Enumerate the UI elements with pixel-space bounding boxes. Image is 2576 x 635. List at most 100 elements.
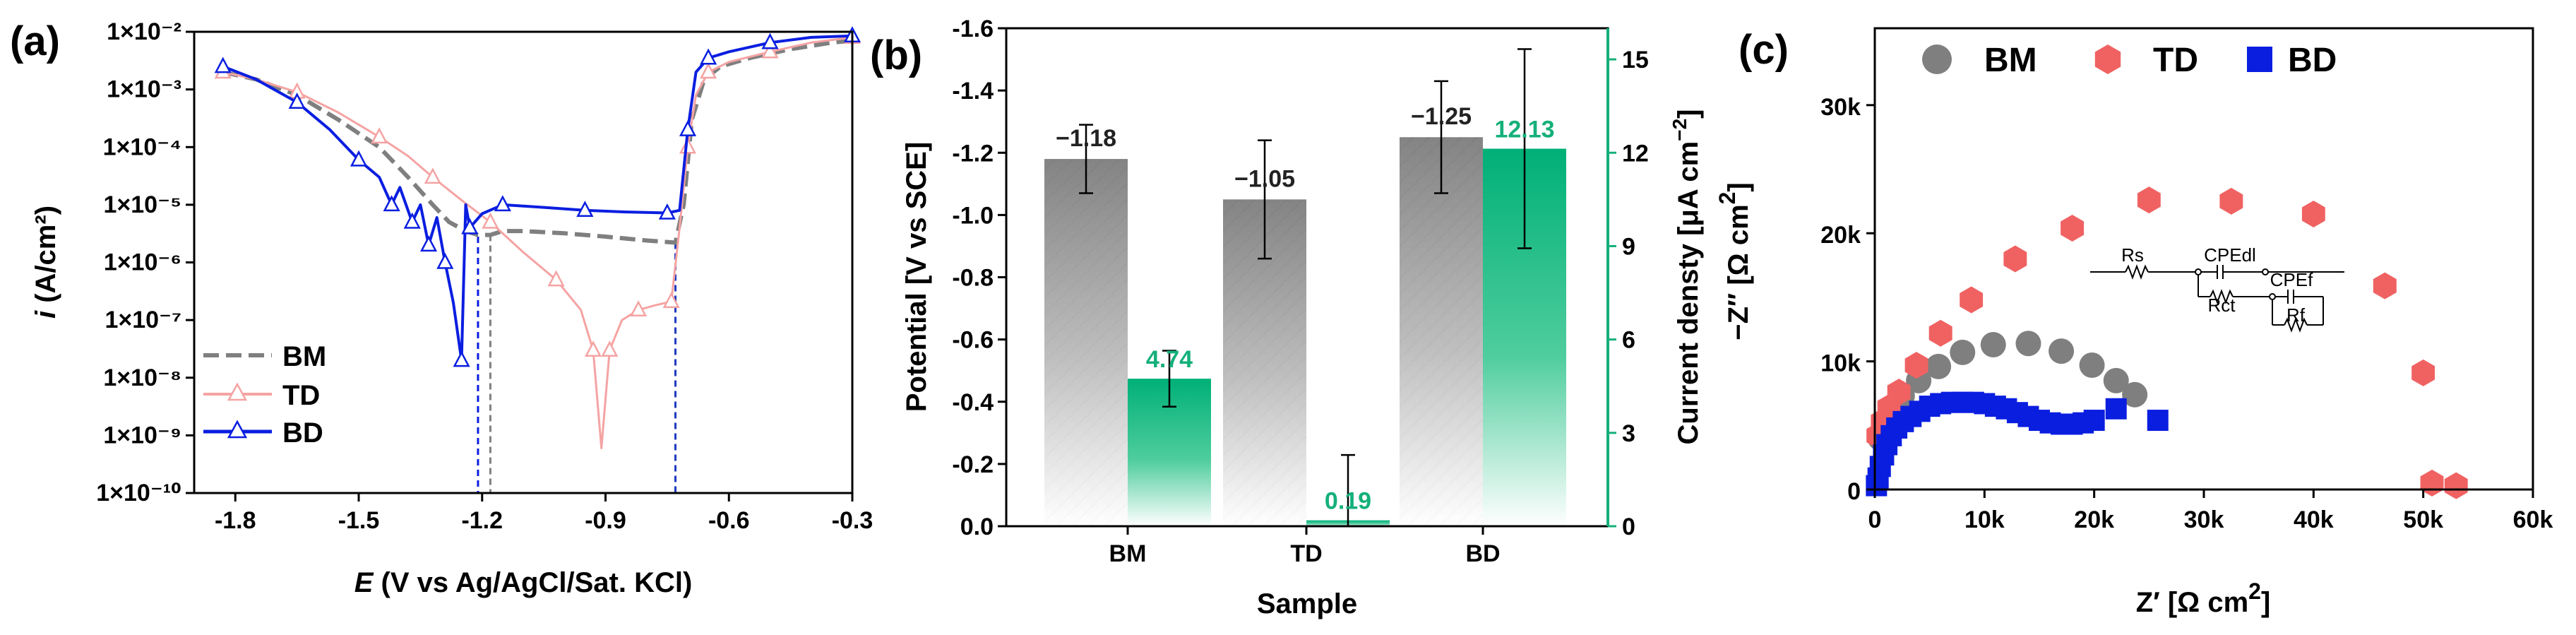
- value-label-potential-td: −1.05: [1234, 165, 1295, 192]
- panel-c-x-axis-label: Z′ [Ω cm2]: [2136, 578, 2271, 618]
- right-tick-label: 12: [1622, 140, 1649, 167]
- legend-bd-label-c: BD: [2288, 42, 2337, 79]
- left-tick-label: -0.6: [952, 327, 994, 354]
- data-point-bm: [1950, 339, 1976, 365]
- y-tick-label: 1×10⁻⁹: [103, 422, 181, 449]
- panel-c-label: (c): [1739, 27, 1789, 73]
- y-tick-label: 30k: [1820, 94, 1861, 121]
- panel-b-bars: −1.18 4.74 −1.05 0.19 −1.25 12.13: [1044, 48, 1566, 527]
- series-line-td: [222, 36, 853, 449]
- left-tick-label: -1.6: [952, 16, 994, 42]
- x-tick-label: BM: [1109, 540, 1147, 567]
- data-point-td: [2373, 272, 2397, 299]
- y-tick-label: 1×10⁻¹⁰: [96, 480, 181, 506]
- data-point-bd: [288, 93, 306, 109]
- y-tick-label: 1×10⁻⁴: [103, 133, 181, 160]
- x-tick-label: -1.2: [461, 507, 503, 534]
- data-point-bd: [761, 32, 779, 49]
- x-tick-label: 0: [1868, 506, 1882, 533]
- data-point-bm: [1926, 353, 1952, 379]
- y-tick-label: 1×10⁻²: [107, 18, 181, 45]
- left-tick-label: -1.4: [952, 78, 994, 105]
- panel-c-nyquist: (c) 0 10k 20k 30k 40k 50k 60k 0 10k 20k 30k BM TD …: [1715, 27, 2553, 618]
- x-tick-label: -1.5: [338, 507, 380, 534]
- data-point-bd: [679, 119, 697, 136]
- x-tick-label: 20k: [2074, 506, 2114, 533]
- legend-td-label-c: TD: [2153, 42, 2198, 79]
- data-point-bd: [403, 212, 421, 229]
- data-point-bd: [2083, 410, 2105, 432]
- left-tick-label: 0.0: [960, 514, 994, 540]
- data-point-bd: [576, 201, 594, 218]
- panel-c-axes: 0 10k 20k 30k 40k 50k 60k 0 10k 20k 30k: [1820, 94, 2553, 533]
- data-point-bd: [214, 57, 232, 73]
- data-point-bd: [419, 235, 438, 252]
- data-point-bd: [658, 203, 676, 220]
- panel-a-legend: BM TD BD: [203, 341, 326, 449]
- panel-b-x-axis-label: Sample: [1257, 588, 1357, 619]
- legend-bd-marker-c: [2247, 47, 2272, 72]
- panel-a-y-axis-label: i (A/cm²): [30, 206, 61, 319]
- x-tick-label: 10k: [1964, 506, 2005, 533]
- panel-b-right-axis-label: Current densty [μA cm−2]: [1669, 109, 1704, 445]
- equivalent-circuit-inset: [2090, 264, 2344, 333]
- value-label-current-td: 0.19: [1325, 488, 1371, 515]
- data-point-bd: [2147, 410, 2169, 432]
- data-point-bm: [2122, 381, 2148, 408]
- data-point-td: [1960, 286, 1984, 314]
- data-point-bm: [2103, 367, 2129, 393]
- x-tick-label: -1.8: [215, 507, 256, 534]
- right-tick-label: 9: [1622, 233, 1635, 260]
- left-tick-label: -0.2: [952, 451, 994, 478]
- panel-a-label: (a): [10, 18, 60, 64]
- y-tick-label: 1×10⁻⁶: [104, 249, 181, 276]
- left-tick-label: -1.0: [952, 202, 994, 229]
- legend-bm-label: BM: [282, 341, 326, 372]
- legend-bm-marker-c: [1922, 44, 1952, 74]
- data-point-bm: [1980, 332, 2006, 358]
- x-tick-label: -0.3: [832, 507, 873, 534]
- x-tick-label: 50k: [2403, 506, 2443, 533]
- panel-c-legend: BM TD BD: [1922, 42, 2337, 79]
- panel-b-axes: 0.0 -0.2 -0.4 -0.6 -0.8 -1.0 -1.2 -1.4 -1.6 0 3 6 9 1…: [952, 16, 1648, 567]
- x-tick-label: -0.9: [585, 507, 626, 534]
- y-tick-label: 10k: [1820, 350, 1861, 377]
- data-point-td: [2301, 201, 2325, 227]
- circuit-label-rs: Rs: [2121, 244, 2144, 266]
- data-point-td: [2411, 359, 2435, 386]
- data-point-bd: [494, 195, 511, 212]
- panel-c-y-axis-label: −Z″ [Ω cm2]: [1715, 182, 1754, 340]
- value-label-potential-bd: −1.25: [1411, 103, 1472, 130]
- panel-a-reference-lines: [477, 235, 677, 493]
- panel-b-label: (b): [870, 32, 922, 78]
- circuit-label-cpedl: CPEdl: [2204, 244, 2256, 266]
- data-point-td: [2219, 187, 2243, 215]
- data-point-td: [2003, 245, 2027, 273]
- panel-a-axes: -1.8 -1.5 -1.2 -0.9 -0.6 -0.3 1×10⁻¹⁰ 1×10⁻⁹ 1×1…: [96, 18, 873, 534]
- data-point-bd: [700, 48, 717, 65]
- data-point-td: [2137, 186, 2161, 214]
- right-tick-label: 6: [1622, 327, 1635, 354]
- data-point-td: [761, 42, 779, 59]
- data-point-bd: [2105, 398, 2127, 420]
- value-label-potential-bm: −1.18: [1056, 125, 1116, 152]
- x-tick-label: TD: [1290, 540, 1322, 567]
- right-tick-label: 0: [1622, 514, 1635, 540]
- data-point-td: [482, 212, 499, 229]
- legend-td-marker: [227, 382, 248, 401]
- data-point-bm: [2079, 352, 2105, 379]
- data-point-bm: [2015, 331, 2041, 357]
- left-tick-label: -1.2: [952, 140, 994, 167]
- series-line-bm: [222, 38, 853, 245]
- value-label-current-bm: 4.74: [1146, 346, 1193, 373]
- circuit-label-rf: Rf: [2286, 304, 2306, 326]
- panel-a-x-axis-label: E (V vs Ag/AgCl/Sat. KCl): [354, 567, 693, 598]
- right-tick-label: 15: [1622, 47, 1649, 73]
- panel-c-series: [1866, 186, 2468, 499]
- resistor-rct: [2210, 289, 2234, 304]
- legend-td-label: TD: [282, 380, 320, 411]
- y-tick-label: 1×10⁻⁵: [104, 191, 182, 218]
- bar-potential-bm: [1044, 159, 1128, 526]
- value-label-current-bd: 12.13: [1494, 117, 1554, 143]
- panel-a-series: [214, 26, 861, 449]
